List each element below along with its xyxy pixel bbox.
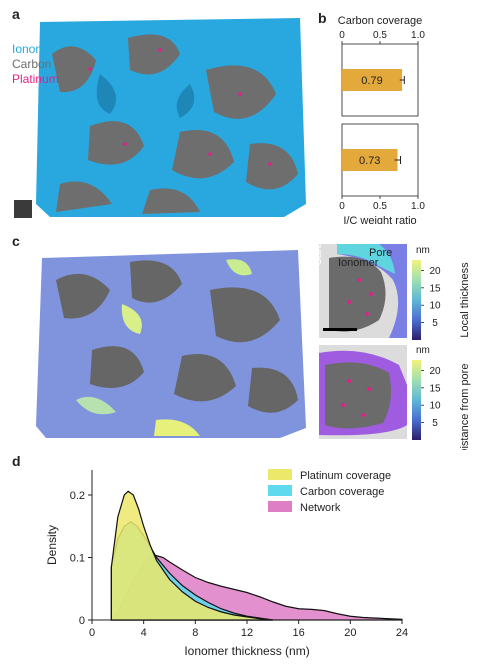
x-tick-label: 4: [141, 627, 147, 639]
colorbar-tick-label: 20: [429, 366, 441, 377]
x-tick-label: 20: [344, 627, 356, 639]
colorbar-tick-label: 15: [429, 283, 441, 294]
x-axis-label: Ionomer thickness (nm): [184, 644, 309, 658]
tick-label: 0.5: [373, 201, 387, 212]
axis-title: I/C weight ratio: [343, 215, 416, 224]
axis-title: Carbon coverage: [338, 15, 422, 27]
inset-label-ionomer: Ionomer: [338, 257, 379, 269]
legend-swatch: [268, 485, 292, 496]
x-tick-label: 8: [192, 627, 198, 639]
bar-value-label: 0.79: [361, 75, 382, 87]
x-tick-label: 16: [293, 627, 305, 639]
tick-label: 0: [339, 201, 345, 212]
inset-local-thickness: [319, 244, 407, 338]
panel-label-d: d: [12, 453, 21, 469]
colorbar-tick-label: 15: [429, 383, 441, 394]
colorbar-tick-label: 5: [432, 418, 438, 429]
ionomer-3d-rendering: [30, 14, 308, 220]
tick-label: 0: [339, 30, 345, 41]
colorbar-unit: nm: [416, 345, 430, 356]
legend-ionomer: Ionomer: [12, 42, 57, 56]
panel-label-a: a: [12, 6, 20, 22]
y-axis-label: Density: [45, 525, 59, 565]
legend-swatch: [268, 469, 292, 480]
colorbar: [412, 260, 421, 340]
legend-label: Platinum coverage: [300, 470, 391, 482]
colorbar-unit: nm: [416, 245, 430, 256]
tick-label: 1.0: [411, 30, 425, 41]
colorbar-tick-label: 10: [429, 301, 441, 312]
bar: [342, 69, 403, 91]
y-tick-label: 0.2: [70, 490, 85, 502]
y-tick-label: 0.1: [70, 553, 85, 565]
bar-value-label: 0.73: [359, 155, 380, 167]
density-area: [110, 490, 273, 621]
chart-b: 0.79 0 0.5 1.0 Carbon coverage 0.73 0 0.5 1.0 I/C…: [338, 15, 426, 224]
scale-cube-icon: [14, 200, 32, 218]
x-tick-label: 0: [89, 627, 95, 639]
panel-label-c: c: [12, 233, 20, 249]
legend-label: Network: [300, 502, 341, 514]
material-legend: Ionomer Carbon Platinum: [12, 42, 59, 87]
colorbar-tick-label: 20: [429, 266, 441, 277]
tick-label: 1.0: [411, 201, 425, 212]
y-tick-label: 0: [79, 615, 85, 627]
x-tick-label: 12: [241, 627, 253, 639]
tick-label: 0.5: [373, 30, 387, 41]
inset-distance-from-pore: [319, 345, 407, 439]
colorbar: [412, 360, 421, 440]
panel-label-b: b: [318, 10, 327, 26]
inset-label-pore: Pore: [369, 247, 393, 259]
legend-platinum: Platinum: [12, 72, 59, 86]
legend-carbon: Carbon: [12, 57, 52, 71]
legend-label: Carbon coverage: [300, 486, 384, 498]
colorbar-tick-label: 10: [429, 401, 441, 412]
legend-swatch: [268, 501, 292, 512]
colorbar-tick-label: 5: [432, 318, 438, 329]
colorbars: nm 20 15 10 5 Local thickness nm 20 15 10 5 Distanc…: [412, 245, 471, 450]
inset-label-carbon: Carbon: [312, 229, 324, 266]
chart-d: 0 4 8 12 16 20 24 0 0.1 0.2 Ionomer thickness (nm)…: [45, 469, 408, 658]
colorbar-title: Distance from pore: [459, 364, 471, 450]
bar: [342, 149, 398, 171]
x-tick-label: 24: [396, 627, 408, 639]
colorbar-title: Local thickness: [459, 262, 471, 338]
local-thickness-3d-rendering: [36, 240, 308, 442]
